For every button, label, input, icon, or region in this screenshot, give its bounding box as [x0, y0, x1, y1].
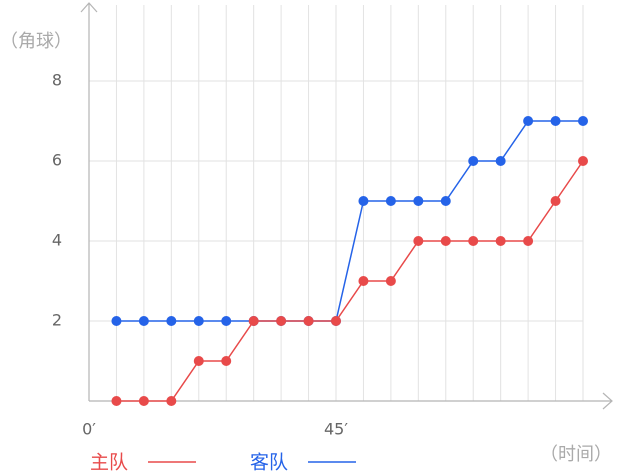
point [166, 316, 177, 326]
point [523, 116, 534, 126]
point [111, 316, 122, 326]
point [413, 236, 424, 246]
point [303, 316, 314, 326]
y-axis-label: （角球） [0, 31, 72, 52]
point [440, 236, 451, 246]
point [358, 276, 369, 286]
point [193, 316, 204, 326]
point [413, 196, 424, 206]
point [550, 116, 561, 126]
point [111, 396, 122, 406]
point [276, 316, 287, 326]
point [440, 196, 451, 206]
point [523, 236, 534, 246]
series-line [116, 160, 584, 402]
x-tick-label: 45′ [324, 420, 348, 439]
legend-label: 客队 [250, 452, 288, 474]
point [495, 236, 506, 246]
point [248, 316, 259, 326]
point [166, 396, 177, 406]
point [495, 156, 506, 166]
series-line [116, 120, 583, 322]
y-tick-label: 8 [52, 71, 62, 90]
point [193, 356, 204, 366]
point [221, 356, 232, 366]
point [221, 316, 232, 326]
point [468, 236, 479, 246]
point [358, 196, 369, 206]
plot [111, 116, 588, 406]
point [578, 156, 588, 166]
grid [89, 5, 584, 401]
legend-label: 主队 [90, 452, 128, 474]
y-tick-label: 4 [52, 231, 62, 250]
point [578, 116, 588, 126]
x-axis-label: （时间） [540, 444, 612, 465]
y-axis [80, 2, 98, 401]
x-tick-label: 0′ [82, 420, 96, 439]
point [331, 316, 341, 326]
point [468, 156, 479, 166]
point [138, 396, 149, 406]
point [385, 196, 396, 206]
point [138, 316, 149, 326]
point [385, 276, 396, 286]
y-tick-label: 2 [52, 311, 62, 330]
point [550, 196, 561, 206]
y-tick-label: 6 [52, 151, 62, 170]
